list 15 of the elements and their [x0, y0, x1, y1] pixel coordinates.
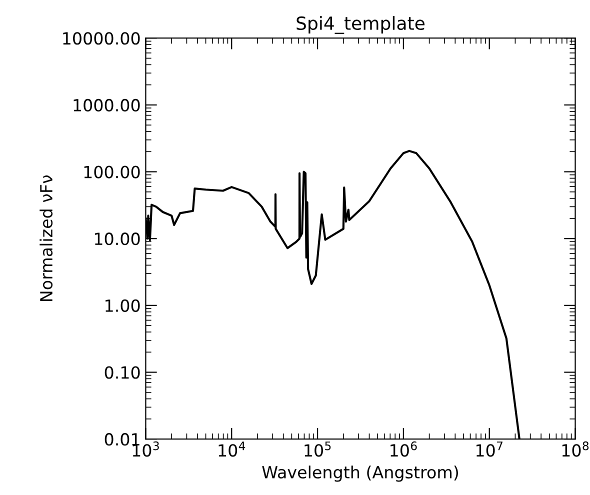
y-tick-label: 10.00 [94, 232, 140, 246]
x-tick-label: 10$^{7}$ [476, 442, 502, 457]
y-tick-label: 1000.00 [74, 98, 140, 112]
y-tick-label: 1.00 [106, 299, 140, 312]
x-tick-label: 10$^{8}$ [562, 441, 589, 457]
x-tick-label: 10$^{4}$ [218, 442, 246, 457]
y-axis-title: Normalized νFν [40, 175, 53, 301]
y-tick-label: 0.01 [104, 433, 140, 446]
x-tick-label: 10$^{5}$ [304, 442, 331, 457]
y-tick-label: 100.00 [84, 166, 140, 178]
x-tick-label: 10$^{6}$ [390, 441, 417, 457]
y-tick-label: 10000.00 [63, 32, 140, 45]
x-axis-title: Wavelength (Angstrom) [262, 466, 458, 482]
chart-title: Spi4_template [296, 16, 425, 34]
y-tick-label: 0.10 [104, 366, 140, 379]
